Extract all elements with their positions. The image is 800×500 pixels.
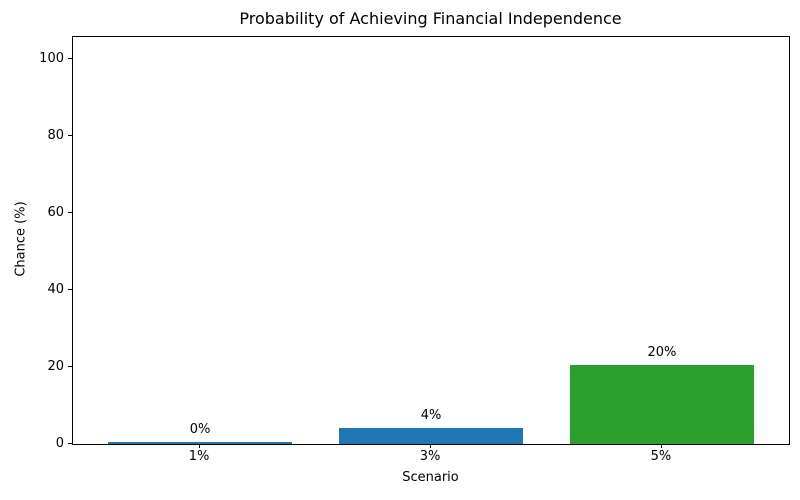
y-tick-label: 0 bbox=[55, 435, 64, 451]
y-tick-label: 20 bbox=[47, 358, 64, 374]
bar-5% bbox=[569, 365, 755, 444]
y-tick-mark bbox=[68, 442, 72, 444]
x-tick-mark bbox=[199, 444, 201, 448]
y-tick-label: 80 bbox=[47, 127, 64, 143]
x-tick-label: 3% bbox=[419, 449, 441, 464]
x-tick-label: 1% bbox=[188, 449, 210, 464]
plot-area: 0% 4% 20% bbox=[72, 36, 790, 445]
bar-3% bbox=[338, 427, 524, 444]
bar-1% bbox=[107, 442, 293, 444]
bar-value-label: 20% bbox=[647, 345, 677, 361]
y-tick-label: 60 bbox=[47, 204, 64, 220]
bar-value-label: 0% bbox=[189, 422, 211, 438]
chart-title: Probability of Achieving Financial Indep… bbox=[239, 9, 622, 28]
y-tick-mark bbox=[68, 57, 72, 59]
x-tick-mark bbox=[430, 444, 431, 448]
x-tick-label: 5% bbox=[650, 449, 672, 464]
x-tick-mark bbox=[660, 444, 662, 448]
y-tick-mark bbox=[68, 288, 72, 290]
x-axis-label: Scenario bbox=[402, 470, 459, 485]
y-tick-mark bbox=[68, 211, 72, 213]
bar-value-label: 4% bbox=[420, 407, 442, 423]
y-tick-mark bbox=[68, 365, 72, 367]
y-tick-label: 100 bbox=[39, 50, 64, 66]
y-tick-mark bbox=[68, 134, 72, 136]
y-tick-label: 40 bbox=[47, 281, 64, 297]
